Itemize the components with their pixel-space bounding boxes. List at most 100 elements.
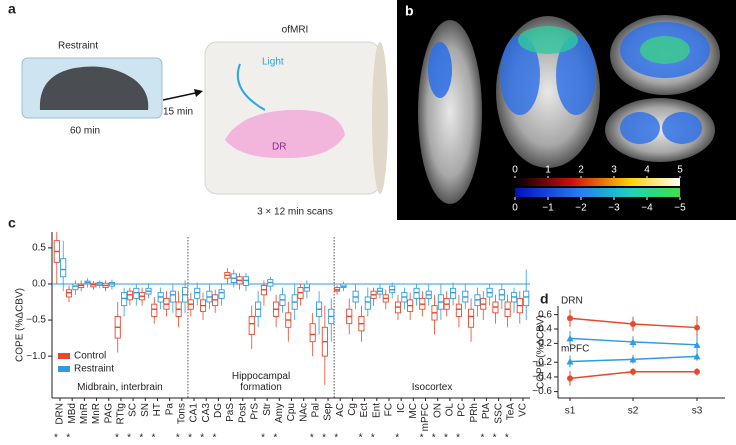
- label: 60 min: [70, 126, 100, 137]
- y-tick-label: −0.4: [532, 372, 552, 383]
- box: [309, 323, 316, 343]
- marker: [566, 334, 574, 342]
- x-tick-label: s1: [565, 406, 576, 417]
- colorbar-tick-label: −1: [542, 203, 554, 214]
- significance: *: [395, 433, 399, 444]
- significance: *: [456, 433, 460, 444]
- x-tick-label: IC: [396, 403, 407, 413]
- colorbar-tick-label: −5: [674, 203, 686, 214]
- arrow-head: [194, 89, 203, 97]
- x-tick-label: SC: [128, 403, 139, 417]
- activation: [662, 112, 702, 144]
- box: [121, 292, 128, 307]
- box: [65, 289, 73, 298]
- group-label: Hippocampal formation: [231, 371, 291, 393]
- colorbar: [515, 178, 680, 186]
- significance: *: [444, 433, 448, 444]
- box: [413, 287, 420, 299]
- panel-label: b: [405, 3, 414, 19]
- y-tick-label: −0.2: [532, 357, 552, 368]
- x-tick-label: OL: [445, 403, 456, 417]
- brain-sagittal: [418, 20, 482, 204]
- x-tick-label: CA3: [201, 403, 212, 423]
- x-tick-label: mPFC: [420, 403, 431, 431]
- activation: [428, 42, 452, 98]
- x-tick-label: PC: [457, 403, 468, 417]
- y-tick-label: −0.5: [26, 315, 46, 326]
- y-tick-label: −0.6: [532, 386, 552, 397]
- marker: [566, 358, 574, 365]
- significance: *: [371, 433, 375, 444]
- legend-swatch: [58, 353, 70, 359]
- significance: *: [188, 433, 192, 444]
- y-tick-label: 0.6: [538, 309, 552, 320]
- significance: *: [273, 433, 277, 444]
- x-tick-label: Pal: [311, 403, 322, 417]
- colorbar-tick-label: −4: [641, 203, 653, 214]
- legend-label: Restraint: [74, 364, 114, 375]
- x-tick-label: DG: [213, 403, 224, 418]
- box: [133, 287, 140, 299]
- significance: *: [115, 433, 119, 444]
- box: [169, 290, 176, 303]
- x-tick-label: MBd: [67, 403, 78, 424]
- marker: [567, 375, 573, 382]
- y-axis-title: COPE (%ΔCBV): [15, 288, 26, 362]
- significance: *: [127, 433, 131, 444]
- x-tick-label: NAc: [298, 403, 309, 422]
- group-label: Isocortex: [411, 382, 453, 393]
- activation: [556, 35, 596, 115]
- x-tick-label: s2: [628, 406, 639, 417]
- x-tick-label: HT: [152, 403, 163, 416]
- label: ofMRI: [282, 25, 309, 36]
- marker: [567, 315, 573, 322]
- significance: *: [54, 433, 58, 444]
- activation: [620, 112, 660, 144]
- arrow: [162, 91, 201, 101]
- significance: *: [432, 433, 436, 444]
- x-tick-label: Post: [237, 403, 248, 423]
- x-tick-label: Amy: [274, 403, 285, 423]
- x-tick-label: MnR: [79, 403, 90, 424]
- x-tick-label: PRh: [469, 403, 480, 422]
- colorbar-tick-label: 2: [578, 165, 584, 176]
- box: [218, 289, 225, 299]
- colorbar-tick-label: 1: [545, 165, 551, 176]
- fiber: [236, 63, 266, 111]
- x-tick-label: Ent: [371, 403, 382, 418]
- label: Light: [262, 57, 284, 68]
- x-tick-label: Cg: [347, 403, 358, 416]
- marker: [630, 368, 636, 375]
- box: [248, 315, 255, 335]
- x-tick-label: Pa: [164, 403, 175, 416]
- y-tick-label: 0.2: [538, 338, 552, 349]
- legend-swatch: [58, 366, 70, 372]
- y-tick-label: −1.0: [26, 351, 46, 362]
- significance: *: [359, 433, 363, 444]
- box: [72, 283, 79, 291]
- x-tick-label: Str: [262, 402, 273, 415]
- x-tick-label: SSC: [493, 403, 504, 424]
- colorbar-tick-label: 3: [611, 165, 617, 176]
- x-tick-label: Sep: [323, 403, 334, 421]
- colorbar-tick-label: −3: [608, 203, 620, 214]
- x-tick-label: VC: [518, 403, 529, 417]
- x-tick-label: FC: [384, 403, 395, 416]
- x-tick-label: MnR: [91, 403, 102, 424]
- x-tick-label: ON: [432, 403, 443, 418]
- x-tick-label: DRN: [55, 403, 66, 425]
- box: [194, 287, 201, 299]
- x-tick-label: SN: [140, 403, 151, 417]
- significance: *: [310, 433, 314, 444]
- y-axis-title: COPE (%ΔCBV): [536, 315, 547, 389]
- label: 3 × 12 min scans: [257, 207, 333, 218]
- x-tick-label: Ect: [359, 403, 370, 418]
- significance: *: [322, 433, 326, 444]
- colorbar-tick-label: 0: [512, 165, 518, 176]
- x-tick-label: AC: [335, 403, 346, 417]
- colorbar: [515, 188, 680, 197]
- subplot-title: mPFC: [561, 344, 589, 355]
- x-tick-label: PrS: [250, 403, 261, 420]
